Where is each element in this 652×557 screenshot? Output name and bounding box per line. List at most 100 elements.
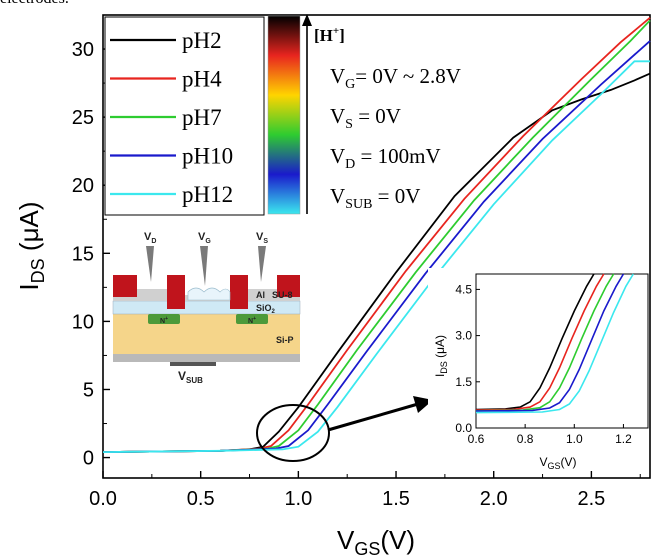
y-axis-label-sub: DS — [28, 258, 48, 283]
x-tick-label: 0.5 — [187, 488, 215, 510]
main-series-group — [102, 17, 651, 453]
legend-label-ph4: pH4 — [182, 67, 222, 92]
bias-sub: S — [345, 117, 353, 132]
x-tick-label: 2.0 — [480, 488, 508, 510]
colorbar-arrow-head — [302, 14, 312, 26]
bias-line-sub: VSUB = 0V — [330, 184, 420, 212]
inset-x-label-sub: GS — [548, 461, 561, 471]
y-tick-label: 5 — [83, 379, 94, 401]
inset-background — [428, 268, 648, 468]
x-tick-label: 1.5 — [382, 488, 410, 510]
y-axis-label: IDS (μA) — [14, 201, 48, 290]
bias-line-d: VD = 100mV — [330, 144, 441, 172]
inset-series-line-ph2 — [475, 273, 595, 411]
y-tick-label: 15 — [72, 243, 94, 265]
probe-label-sub: D — [151, 238, 156, 245]
colorbar-gradient — [267, 15, 301, 215]
inset-y-tick-label: 0.0 — [455, 421, 472, 435]
zoom-ellipse — [256, 404, 330, 462]
probe-label-sub: G — [205, 238, 211, 245]
schematic-metal-4 — [277, 275, 300, 297]
n-plus-label: N+ — [248, 316, 256, 325]
bias-sub: SUB — [345, 197, 372, 212]
inset-frame — [475, 273, 649, 429]
legend: pH2 pH4 pH7 pH10 pH12 — [104, 16, 265, 216]
layer-label: Si-P — [276, 335, 294, 345]
substrate-label: VSUB — [178, 369, 203, 385]
schematic-metal-2 — [167, 275, 185, 309]
n-plus-sup: + — [165, 316, 168, 322]
inset-y-label-main: I — [433, 374, 447, 377]
colorbar-label-sup: + — [333, 25, 339, 37]
y-tick-label: 20 — [72, 175, 94, 197]
legend-label-ph10: pH10 — [182, 144, 233, 169]
inset-y-label-sub: DS — [439, 361, 449, 374]
schematic-implant-right — [236, 314, 268, 324]
inset-series-line-ph7 — [475, 273, 615, 412]
inset-x-label-main: V — [539, 455, 547, 469]
colorbar: [H+] — [267, 14, 345, 215]
bias-main: V — [330, 64, 345, 88]
legend-label-ph12: pH12 — [182, 182, 233, 207]
inset-series-group — [475, 273, 634, 414]
bias-main: V — [330, 104, 345, 128]
y-tick-label: 10 — [72, 311, 94, 333]
probe-label-sub: S — [263, 238, 268, 245]
bias-tail: = 0V — [372, 184, 420, 208]
inset-x-axis-label: VGS(V) — [539, 455, 576, 471]
caption-fragment: electrodes. — [0, 0, 69, 8]
inset-x-tick-label: 0.6 — [468, 432, 485, 446]
inset-x-label-tail: (V) — [561, 455, 577, 469]
y-axis-label-main: I — [14, 283, 44, 290]
bias-main: V — [330, 184, 345, 208]
y-tick-label: 30 — [72, 39, 94, 61]
zoom-arrow-line — [327, 402, 419, 432]
bias-tail: = 0V — [353, 104, 401, 128]
layer-label-sub: 2 — [272, 309, 276, 315]
main-plot-frame — [102, 14, 651, 479]
bias-line-g: VG= 0V ~ 2.8V — [330, 64, 461, 92]
schematic-metal-3 — [230, 275, 248, 309]
x-axis-label-tail: (V) — [380, 525, 415, 555]
layer-label: SiO2 — [256, 303, 276, 315]
n-plus-sup: + — [253, 316, 256, 322]
inset-y-label-tail: (μA) — [433, 335, 447, 361]
inset-y-tick-label: 4.5 — [455, 282, 472, 296]
inset-y-axis-label: IDS (μA) — [433, 335, 449, 377]
probe-label-d: VD — [144, 231, 156, 245]
inset-y-tick-label: 1.5 — [455, 375, 472, 389]
inset-x-tick-label: 0.8 — [517, 432, 534, 446]
layer-label: Al — [256, 290, 265, 300]
probe-label-s: VS — [256, 231, 268, 245]
colorbar-label: [H+] — [314, 25, 345, 45]
x-tick-label: 2.5 — [577, 488, 605, 510]
inset-series-line-ph12 — [475, 273, 634, 414]
y-axis-label-tail: (μA) — [14, 201, 44, 258]
inset-y-tick-label: 3.0 — [455, 329, 472, 343]
schematic-metal-1 — [113, 275, 137, 297]
layer-label: SU-8 — [272, 290, 293, 300]
x-tick-label: 0.0 — [89, 488, 117, 510]
substrate-label-sub: SUB — [186, 376, 203, 385]
legend-label-ph7: pH7 — [182, 105, 222, 130]
n-plus-label: N+ — [160, 316, 168, 325]
main-series-line-ph12 — [102, 60, 650, 453]
n-plus-main: N — [248, 318, 253, 325]
schematic-implant-left — [148, 314, 180, 324]
bias-sub: G — [345, 77, 355, 92]
probe-label-main: V — [256, 231, 264, 243]
schematic-probe-s — [258, 246, 266, 282]
main-y-ticks: 0 5 10 15 20 25 30 — [72, 39, 110, 470]
probe-label-main: V — [198, 231, 206, 243]
colorbar-label-tail: ] — [339, 26, 345, 45]
inset-y-ticks: 0.0 1.5 3.0 4.5 — [455, 282, 480, 435]
schematic-electrolyte — [187, 287, 231, 301]
legend-items: pH2 pH4 pH7 pH10 pH12 — [110, 28, 233, 207]
main-x-ticks: 0.0 0.5 1.0 1.5 2.0 2.5 — [89, 471, 641, 510]
inset-series-line-ph10 — [475, 273, 625, 412]
bias-tail: = 0V ~ 2.8V — [355, 64, 461, 88]
